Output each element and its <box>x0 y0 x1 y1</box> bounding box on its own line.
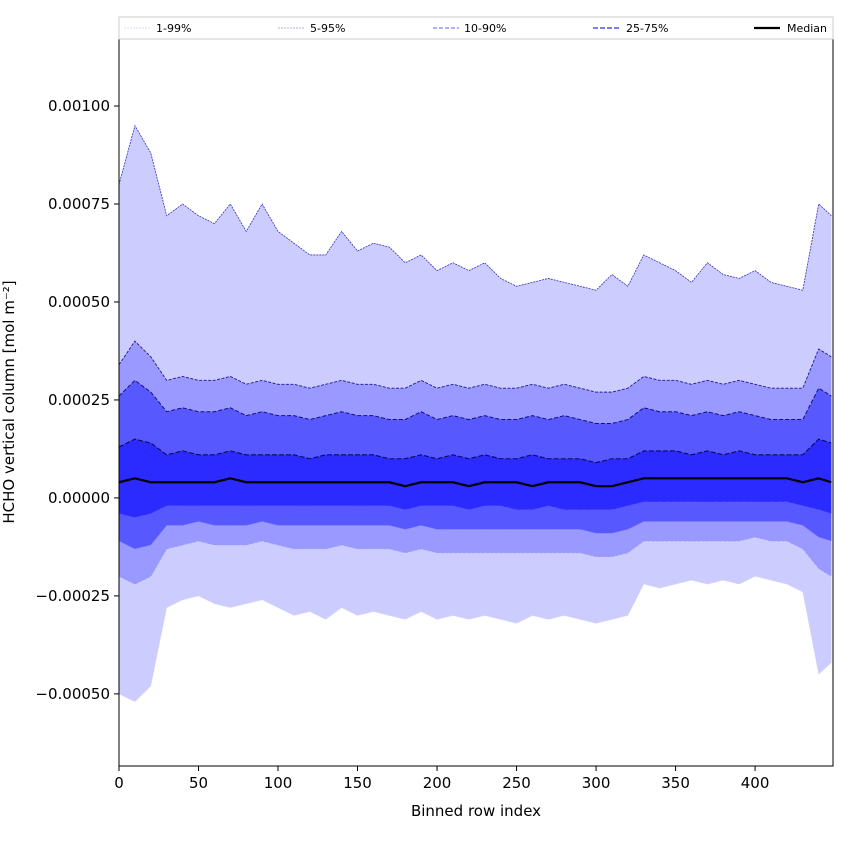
x-axis-label: Binned row index <box>411 802 541 820</box>
line-median <box>118 477 832 488</box>
y-axis-label: HCHO vertical column [mol m⁻²] <box>0 280 18 523</box>
line-p10 <box>118 521 832 550</box>
y-tick-label: 0.00075 <box>48 195 110 213</box>
y-tick-label: 0.00025 <box>48 391 110 409</box>
line-p25 <box>118 501 832 518</box>
x-tick-label: 400 <box>741 774 770 792</box>
line-p5 <box>118 536 832 585</box>
x-tick-label: 0 <box>114 774 124 792</box>
y-tick-label: −0.00025 <box>35 587 110 605</box>
line-p1 <box>118 575 832 703</box>
line-p90 <box>118 379 832 424</box>
line-p75 <box>118 438 832 464</box>
x-tick-label: 100 <box>264 774 293 792</box>
x-tick-label: 50 <box>189 774 208 792</box>
line-p95 <box>118 340 832 393</box>
x-tick-label: 200 <box>423 774 452 792</box>
y-tick-label: −0.00050 <box>35 685 110 703</box>
y-tick-label: 0.00000 <box>48 489 110 507</box>
plot-area <box>118 124 832 703</box>
band-25-75 <box>119 439 832 518</box>
legend-box <box>118 16 834 40</box>
x-axis: 0 50 100 150 200 250 300 350 400 <box>114 766 769 792</box>
legend: 1-99% 5-95% 10-90% 25-75% Median <box>118 16 834 40</box>
x-tick-label: 300 <box>582 774 611 792</box>
y-axis: −0.00050 −0.00025 0.00000 0.00025 0.00050 0.0… <box>35 97 119 703</box>
legend-label-25-75: 25-75% <box>626 22 668 35</box>
x-tick-label: 250 <box>502 774 531 792</box>
legend-label-5-95: 5-95% <box>310 22 345 35</box>
x-tick-label: 350 <box>661 774 690 792</box>
y-tick-label: 0.00050 <box>48 293 110 311</box>
x-tick-label: 150 <box>343 774 372 792</box>
y-tick-label: 0.00100 <box>48 97 110 115</box>
legend-label-1-99: 1-99% <box>156 22 191 35</box>
line-p99 <box>118 124 832 291</box>
legend-label-median: Median <box>787 22 827 35</box>
legend-label-10-90: 10-90% <box>464 22 506 35</box>
